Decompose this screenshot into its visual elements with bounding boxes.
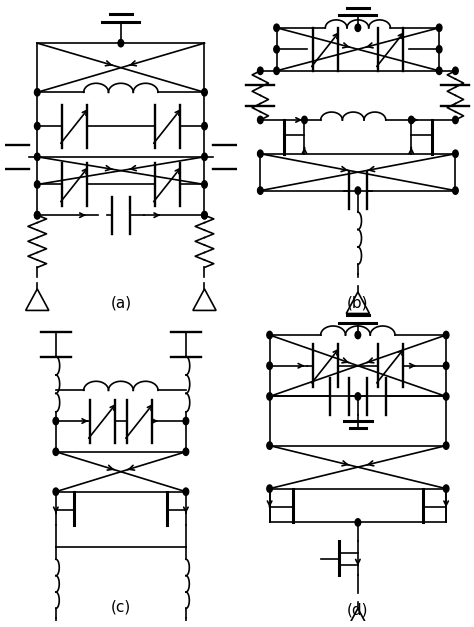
Circle shape [274,67,279,75]
Circle shape [257,67,263,75]
Circle shape [355,519,361,526]
Circle shape [257,150,263,157]
Circle shape [443,362,449,369]
Circle shape [35,122,40,130]
Circle shape [274,46,279,53]
Circle shape [257,187,263,194]
Text: (d): (d) [347,603,369,618]
Circle shape [443,485,449,492]
Circle shape [35,153,40,161]
Circle shape [355,187,361,194]
Circle shape [453,116,458,124]
Circle shape [301,116,307,124]
Circle shape [267,331,273,339]
Text: (b): (b) [347,295,369,310]
Circle shape [257,116,263,124]
Circle shape [202,88,207,96]
Circle shape [437,67,442,75]
Circle shape [35,88,40,96]
Circle shape [202,153,207,161]
Circle shape [53,488,59,495]
Circle shape [437,46,442,53]
Circle shape [53,418,59,424]
Circle shape [53,448,59,455]
Circle shape [35,181,40,188]
Circle shape [443,331,449,339]
Circle shape [437,24,442,31]
Circle shape [202,211,207,219]
Circle shape [267,362,273,369]
Circle shape [355,331,361,339]
Text: (c): (c) [111,599,131,614]
Circle shape [355,393,361,400]
Circle shape [202,122,207,130]
Circle shape [202,211,207,219]
Circle shape [183,418,189,424]
Circle shape [267,442,273,450]
Circle shape [409,116,414,124]
Circle shape [443,442,449,450]
Text: (a): (a) [110,295,131,310]
Circle shape [453,187,458,194]
Circle shape [267,393,273,400]
Circle shape [453,67,458,75]
Circle shape [443,393,449,400]
Circle shape [35,211,40,219]
Circle shape [35,211,40,219]
Circle shape [118,40,124,47]
Circle shape [274,24,279,31]
Circle shape [355,24,361,31]
Circle shape [183,448,189,455]
Circle shape [453,150,458,157]
Circle shape [202,181,207,188]
Circle shape [183,488,189,495]
Circle shape [267,485,273,492]
